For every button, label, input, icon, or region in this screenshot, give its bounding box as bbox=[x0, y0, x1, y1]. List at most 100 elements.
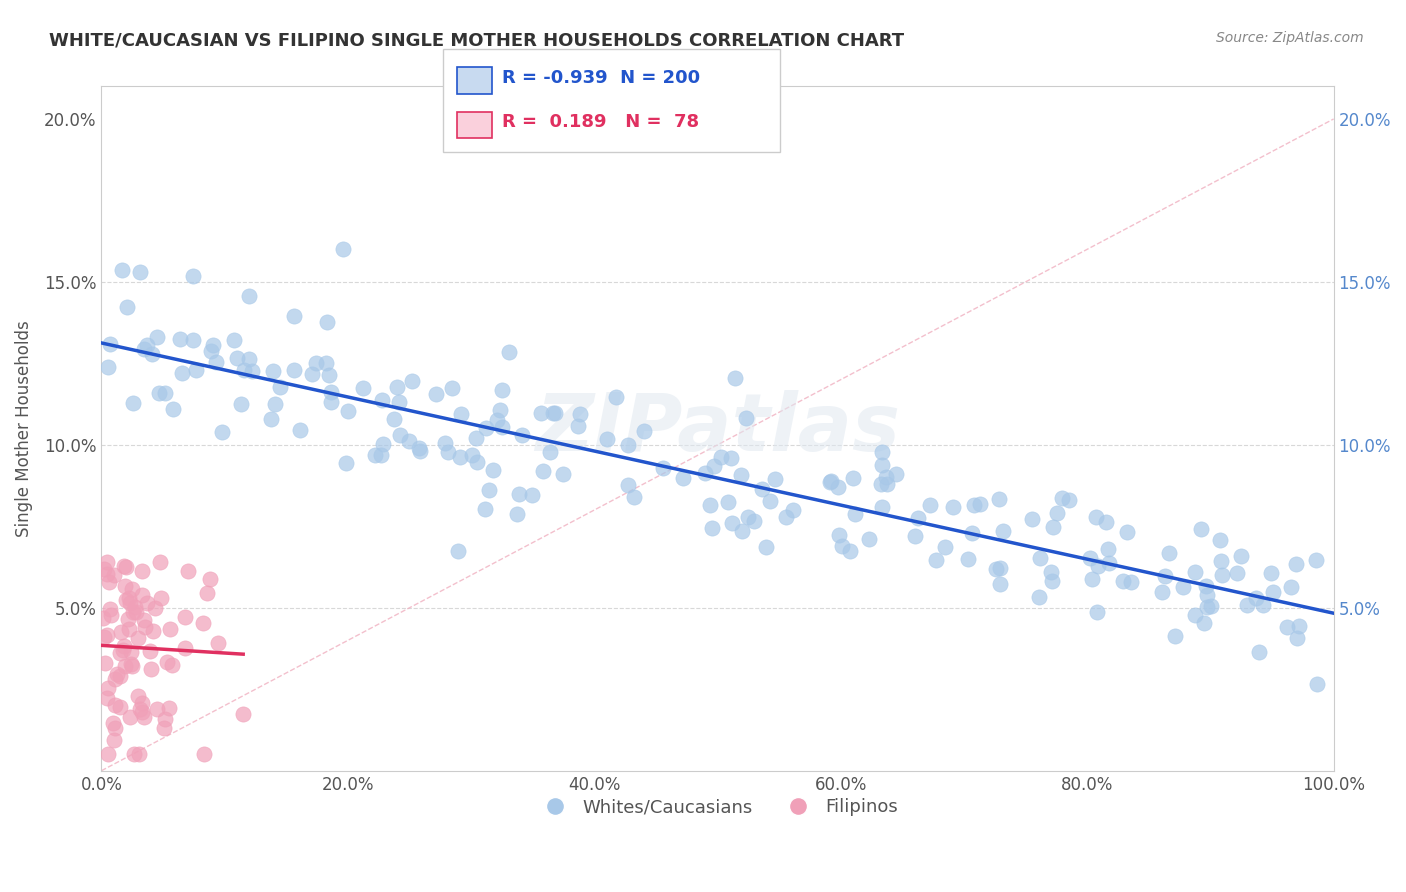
Point bbox=[283, 309, 305, 323]
Point bbox=[283, 363, 305, 377]
Point bbox=[488, 403, 510, 417]
Point bbox=[226, 351, 249, 366]
Point bbox=[520, 488, 543, 502]
Point bbox=[103, 568, 125, 582]
Point bbox=[596, 433, 619, 447]
Point bbox=[193, 747, 215, 762]
Point bbox=[710, 450, 733, 464]
Point bbox=[491, 383, 513, 397]
Point bbox=[145, 701, 167, 715]
Point bbox=[1184, 608, 1206, 623]
Point bbox=[93, 630, 115, 644]
Point bbox=[1040, 574, 1063, 588]
Point bbox=[782, 503, 804, 517]
Point bbox=[98, 601, 121, 615]
Point bbox=[605, 390, 627, 404]
Point bbox=[97, 681, 120, 695]
Point bbox=[1288, 619, 1310, 633]
Point bbox=[136, 596, 159, 610]
Point bbox=[858, 532, 880, 546]
Point bbox=[1098, 556, 1121, 570]
Point bbox=[262, 364, 284, 378]
Point bbox=[305, 356, 328, 370]
Point bbox=[1306, 677, 1329, 691]
Point bbox=[117, 612, 139, 626]
Point bbox=[623, 490, 645, 504]
Point bbox=[1211, 568, 1233, 582]
Point bbox=[288, 423, 311, 437]
Point bbox=[135, 338, 157, 352]
Legend: Whites/Caucasians, Filipinos: Whites/Caucasians, Filipinos bbox=[530, 791, 905, 823]
Point bbox=[742, 514, 765, 528]
Point bbox=[1260, 566, 1282, 580]
Point bbox=[617, 438, 640, 452]
Point bbox=[1087, 558, 1109, 573]
Point bbox=[125, 605, 148, 619]
Point bbox=[482, 463, 505, 477]
Point bbox=[122, 747, 145, 762]
Point bbox=[149, 591, 172, 606]
Point bbox=[100, 608, 122, 623]
Point bbox=[156, 655, 179, 669]
Text: R = -0.939  N = 200: R = -0.939 N = 200 bbox=[502, 69, 700, 87]
Point bbox=[755, 541, 778, 555]
Point bbox=[207, 635, 229, 649]
Point bbox=[1249, 645, 1271, 659]
Point bbox=[321, 395, 343, 409]
Point bbox=[993, 524, 1015, 539]
Point bbox=[449, 450, 471, 464]
Point bbox=[870, 458, 893, 473]
Point bbox=[1164, 629, 1187, 643]
Point bbox=[385, 380, 408, 394]
Point bbox=[775, 510, 797, 524]
Point bbox=[264, 397, 287, 411]
Point bbox=[138, 644, 160, 658]
Point bbox=[720, 450, 742, 465]
Point bbox=[112, 558, 135, 573]
Point bbox=[131, 588, 153, 602]
Point bbox=[181, 333, 204, 347]
Point bbox=[108, 646, 131, 660]
Point bbox=[96, 627, 118, 641]
Point bbox=[652, 461, 675, 475]
Point bbox=[1189, 522, 1212, 536]
Point bbox=[987, 491, 1010, 506]
Point bbox=[498, 344, 520, 359]
Point bbox=[425, 387, 447, 401]
Point bbox=[721, 516, 744, 531]
Point bbox=[104, 698, 127, 712]
Point bbox=[170, 366, 193, 380]
Point bbox=[551, 467, 574, 481]
Point bbox=[115, 560, 138, 574]
Point bbox=[869, 477, 891, 491]
Text: ZIPatlas: ZIPatlas bbox=[536, 390, 900, 467]
Point bbox=[870, 500, 893, 515]
Point bbox=[1040, 565, 1063, 579]
Point bbox=[1085, 510, 1108, 524]
Point bbox=[104, 722, 127, 736]
Point bbox=[461, 448, 484, 462]
Point bbox=[240, 364, 263, 378]
Point bbox=[699, 498, 721, 512]
Point bbox=[1279, 580, 1302, 594]
Point bbox=[734, 410, 756, 425]
Point bbox=[700, 521, 723, 535]
Point bbox=[162, 402, 184, 417]
Point bbox=[131, 564, 153, 578]
Text: R =  0.189   N =  78: R = 0.189 N = 78 bbox=[502, 113, 699, 131]
Point bbox=[1111, 574, 1133, 588]
Point bbox=[200, 572, 222, 586]
Point bbox=[177, 564, 200, 578]
Point bbox=[465, 431, 488, 445]
Point bbox=[984, 562, 1007, 576]
Point bbox=[1244, 591, 1267, 605]
Point bbox=[315, 357, 337, 371]
Point bbox=[436, 445, 458, 459]
Point bbox=[1236, 599, 1258, 613]
Point bbox=[1080, 572, 1102, 586]
Point bbox=[408, 442, 430, 456]
Point bbox=[127, 689, 149, 703]
Point bbox=[956, 552, 979, 566]
Point bbox=[114, 658, 136, 673]
Point bbox=[91, 611, 114, 625]
